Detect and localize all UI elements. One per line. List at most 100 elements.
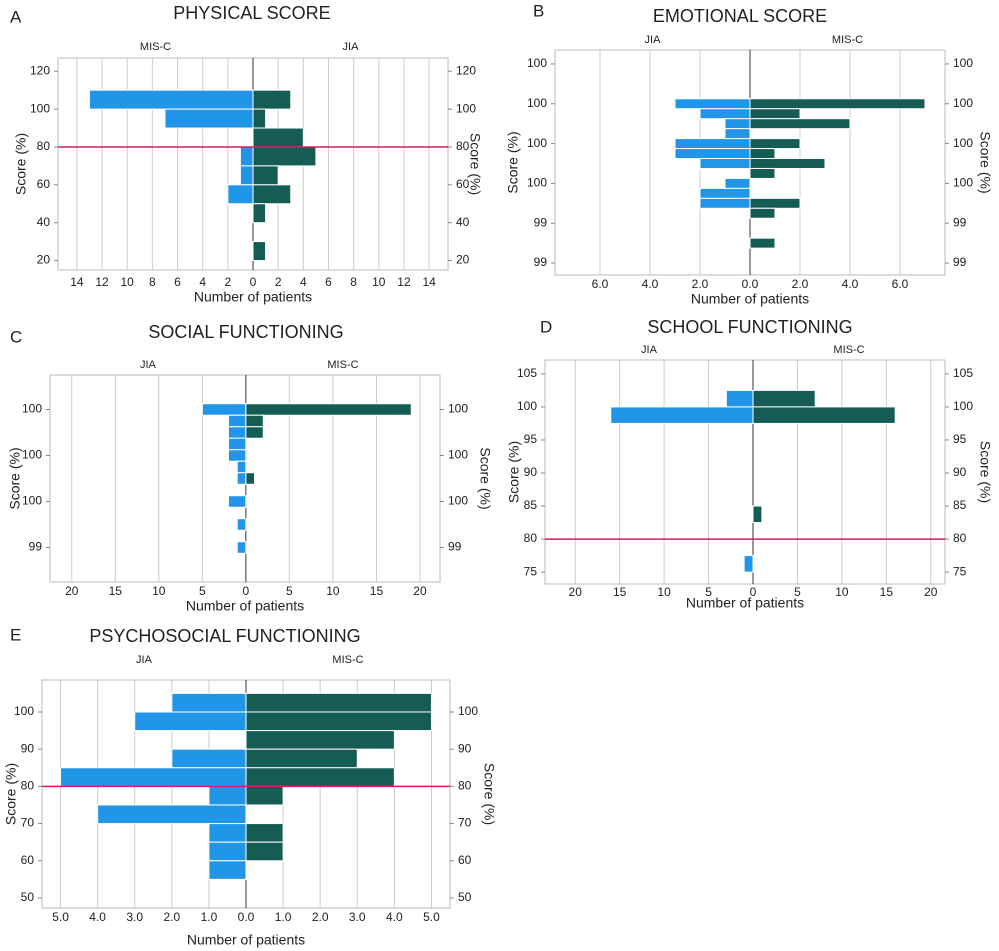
y-tick-label: 60 bbox=[37, 177, 51, 191]
panel-letter: B bbox=[533, 1, 544, 20]
y2-tick-label: 100 bbox=[953, 56, 973, 70]
y2-tick-label: 120 bbox=[456, 63, 476, 77]
x-tick-label: 5 bbox=[705, 585, 712, 599]
y-tick-label: 90 bbox=[524, 465, 538, 479]
y2-tick-label: 100 bbox=[448, 494, 468, 508]
panel-letter: A bbox=[10, 7, 22, 26]
panel-letter: C bbox=[10, 327, 22, 346]
bar bbox=[245, 767, 395, 787]
bar bbox=[749, 158, 826, 169]
x-tick-label: 12 bbox=[397, 275, 411, 289]
bar bbox=[674, 138, 751, 150]
y2-axis-title: Score (%) bbox=[477, 447, 493, 509]
y2-tick-label: 100 bbox=[953, 399, 973, 413]
x-tick-label: 15 bbox=[370, 584, 384, 598]
bar bbox=[749, 167, 776, 179]
y-tick-label: 100 bbox=[527, 56, 547, 70]
bar bbox=[245, 785, 284, 806]
x-tick-label: 4.0 bbox=[842, 277, 859, 291]
x-axis-title: Number of patients bbox=[187, 932, 305, 948]
y-tick-label: 99 bbox=[29, 540, 43, 554]
x-tick-label: 10 bbox=[121, 275, 135, 289]
y2-tick-label: 100 bbox=[953, 136, 973, 150]
x-tick-label: 10 bbox=[372, 275, 386, 289]
y-tick-label: 80 bbox=[37, 139, 51, 153]
y-tick-label: 105 bbox=[517, 366, 537, 380]
x-tick-label: 12 bbox=[95, 275, 109, 289]
bar bbox=[252, 241, 267, 262]
bar bbox=[60, 767, 247, 787]
y-tick-label: 100 bbox=[14, 704, 34, 718]
y-tick-label: 100 bbox=[527, 96, 547, 110]
group-label: MIS-C bbox=[832, 34, 863, 46]
y-axis-title: Score (%) bbox=[505, 131, 521, 193]
y2-tick-label: 100 bbox=[953, 176, 973, 190]
bar bbox=[236, 518, 247, 531]
bar bbox=[724, 128, 751, 140]
bar bbox=[97, 804, 247, 825]
y2-tick-label: 50 bbox=[458, 890, 472, 904]
y-tick-label: 90 bbox=[21, 741, 35, 755]
x-tick-label: 10 bbox=[326, 584, 340, 598]
bar bbox=[749, 138, 801, 150]
y2-tick-label: 80 bbox=[456, 139, 470, 153]
bar bbox=[674, 148, 751, 160]
y2-axis-title: Score (%) bbox=[481, 763, 497, 825]
y2-tick-label: 60 bbox=[456, 177, 470, 191]
bar bbox=[252, 108, 267, 129]
x-tick-label: 8 bbox=[350, 275, 357, 289]
bar bbox=[227, 437, 247, 451]
y-tick-label: 40 bbox=[37, 215, 51, 229]
y2-axis-title: Score (%) bbox=[977, 441, 993, 503]
y2-tick-label: 99 bbox=[953, 255, 967, 269]
bar bbox=[208, 785, 247, 806]
bar bbox=[749, 237, 776, 249]
bar bbox=[699, 197, 751, 209]
x-tick-label: 14 bbox=[70, 275, 84, 289]
bar bbox=[245, 403, 412, 416]
y2-tick-label: 99 bbox=[953, 215, 967, 229]
x-tick-label: 10 bbox=[152, 584, 166, 598]
y-tick-label: 80 bbox=[524, 531, 538, 545]
plot-frame bbox=[544, 359, 946, 585]
bar bbox=[724, 118, 751, 130]
group-label: JIA bbox=[645, 34, 662, 46]
x-tick-label: 14 bbox=[422, 275, 436, 289]
bar bbox=[245, 823, 284, 843]
y-tick-label: 85 bbox=[524, 498, 538, 512]
y2-tick-label: 100 bbox=[448, 402, 468, 416]
bar bbox=[208, 841, 247, 862]
x-tick-label: 3.0 bbox=[126, 910, 143, 924]
bar bbox=[245, 426, 264, 439]
x-tick-label: 20 bbox=[924, 585, 938, 599]
y2-tick-label: 60 bbox=[458, 853, 472, 867]
x-tick-label: 2.0 bbox=[163, 910, 180, 924]
bar bbox=[699, 187, 751, 199]
bar bbox=[245, 730, 395, 750]
y-tick-label: 99 bbox=[534, 215, 548, 229]
y-tick-label: 99 bbox=[534, 255, 548, 269]
x-tick-label: 10 bbox=[657, 585, 671, 599]
y2-tick-label: 105 bbox=[953, 366, 973, 380]
bar bbox=[752, 406, 896, 424]
x-tick-label: 2.0 bbox=[692, 277, 709, 291]
x-tick-label: 8 bbox=[149, 275, 156, 289]
bar bbox=[752, 505, 763, 524]
bar bbox=[239, 165, 254, 186]
bar bbox=[252, 127, 304, 148]
x-tick-label: 0.0 bbox=[742, 277, 759, 291]
y-axis-title: Score (%) bbox=[506, 441, 522, 503]
x-axis-title: Number of patients bbox=[186, 598, 304, 614]
group-label: JIA bbox=[343, 41, 360, 53]
group-label: JIA bbox=[136, 654, 153, 666]
panel-letter: E bbox=[10, 625, 21, 644]
x-axis-title: Number of patients bbox=[686, 595, 804, 611]
bar bbox=[227, 184, 254, 205]
bar bbox=[227, 495, 247, 508]
bar bbox=[236, 541, 247, 554]
bar bbox=[699, 108, 751, 120]
x-tick-label: 4.0 bbox=[89, 910, 106, 924]
panel-letter: D bbox=[540, 317, 552, 336]
bar bbox=[252, 89, 292, 110]
y2-tick-label: 90 bbox=[458, 741, 472, 755]
